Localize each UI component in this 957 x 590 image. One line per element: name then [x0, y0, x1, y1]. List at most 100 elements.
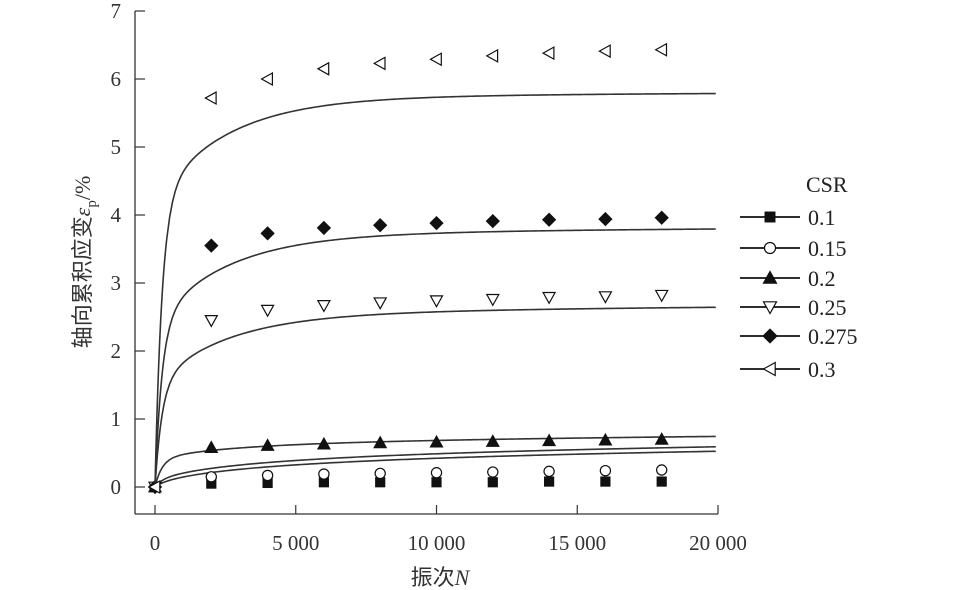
- x-tick-label: 10 000: [408, 531, 466, 555]
- data-point: [373, 218, 388, 233]
- legend-marker: [762, 328, 778, 344]
- y-axis-title: 轴向累积应变εp/%: [70, 176, 100, 349]
- series-line: [154, 92, 716, 488]
- series-0.275: [147, 210, 716, 495]
- data-point: [654, 432, 669, 445]
- x-tick-label: 20 000: [689, 531, 747, 555]
- data-point: [373, 297, 388, 310]
- legend-label: 0.15: [808, 236, 847, 261]
- legend: CSR 0.1 0.15 0.2 0.25 0.275 0.3: [740, 172, 858, 382]
- data-point: [485, 434, 500, 447]
- data-point: [656, 476, 667, 487]
- data-point: [598, 291, 613, 304]
- legend-marker: [764, 211, 776, 223]
- series-line: [154, 445, 716, 488]
- legend-item: 0.25: [740, 295, 847, 320]
- data-point: [318, 468, 330, 480]
- data-point: [541, 46, 555, 61]
- ticks: 0 1 2 3 4 5 6 7 0 5 000 10 000 15 000 20 000: [111, 0, 747, 555]
- series-0.3: [147, 42, 716, 495]
- legend-marker: [762, 361, 776, 377]
- data-point: [316, 300, 331, 313]
- legend-label: 0.275: [808, 324, 858, 349]
- data-point: [654, 42, 668, 57]
- data-point: [487, 477, 498, 488]
- series-0.2: [147, 432, 716, 493]
- data-point: [542, 433, 557, 447]
- y-tick-label: 0: [111, 475, 122, 499]
- y-tick-label: 6: [111, 67, 122, 91]
- data-point: [429, 52, 442, 67]
- data-point: [373, 435, 388, 449]
- data-point: [600, 476, 611, 487]
- x-axis-title: 振次N: [411, 565, 471, 590]
- y-tick-label: 5: [111, 135, 122, 159]
- x-tick-label: 0: [150, 531, 161, 555]
- series-line: [154, 228, 716, 488]
- series-line: [154, 450, 716, 488]
- y-tick-label: 7: [111, 0, 122, 23]
- y-tick-label: 1: [111, 407, 122, 431]
- legend-item: 0.2: [740, 266, 836, 291]
- data-point: [429, 295, 444, 308]
- legend-title: CSR: [806, 172, 848, 197]
- data-point: [260, 71, 273, 87]
- legend-item: 0.3: [740, 357, 836, 382]
- legend-label: 0.1: [808, 205, 836, 230]
- x-axis-title-main: 振次: [411, 566, 455, 590]
- legend-item: 0.275: [740, 324, 858, 349]
- series-layer: [147, 42, 716, 495]
- y-axis-title-main: 轴向累积应变: [71, 216, 96, 348]
- y-axis-title-symbol: ε: [70, 207, 95, 216]
- legend-label: 0.3: [808, 357, 836, 382]
- data-point: [598, 44, 611, 59]
- data-point: [147, 479, 161, 495]
- x-axis-title-var: N: [454, 565, 471, 590]
- legend-marker: [763, 241, 777, 255]
- data-point: [487, 466, 499, 478]
- data-point: [541, 212, 557, 227]
- data-point: [654, 289, 669, 303]
- series-0.25: [147, 289, 716, 495]
- data-point: [599, 464, 612, 477]
- data-point: [316, 220, 332, 236]
- y-axis-title-unit: /%: [70, 176, 95, 200]
- data-point: [204, 91, 217, 106]
- data-point: [543, 465, 555, 478]
- data-point: [543, 476, 555, 487]
- legend-marker: [762, 301, 778, 315]
- data-point: [542, 291, 557, 305]
- data-point: [260, 438, 275, 451]
- series-line: [154, 306, 716, 488]
- data-point: [485, 293, 500, 307]
- legend-item: 0.1: [740, 205, 836, 230]
- data-point: [374, 467, 386, 480]
- data-point: [205, 471, 217, 483]
- data-point: [656, 464, 668, 476]
- data-point: [485, 48, 499, 63]
- legend-label: 0.25: [808, 295, 847, 320]
- legend-item: 0.15: [740, 236, 847, 261]
- x-tick-label: 5 000: [272, 531, 319, 555]
- data-point: [485, 213, 500, 229]
- data-point: [598, 211, 613, 227]
- data-point: [316, 61, 330, 76]
- y-tick-label: 2: [111, 339, 122, 363]
- legend-marker: [762, 270, 778, 284]
- legend-label: 0.2: [808, 266, 836, 291]
- data-point: [654, 210, 669, 225]
- data-point: [204, 238, 219, 253]
- x-tick-label: 15 000: [548, 531, 606, 555]
- data-point: [204, 440, 219, 453]
- data-point: [372, 56, 386, 71]
- data-point: [429, 434, 444, 448]
- data-point: [316, 436, 331, 450]
- data-point: [430, 467, 443, 479]
- data-point: [260, 304, 275, 318]
- axes: [134, 11, 718, 515]
- data-point: [261, 469, 274, 482]
- y-tick-label: 3: [111, 271, 122, 295]
- data-point: [598, 432, 613, 446]
- y-tick-label: 4: [111, 203, 122, 227]
